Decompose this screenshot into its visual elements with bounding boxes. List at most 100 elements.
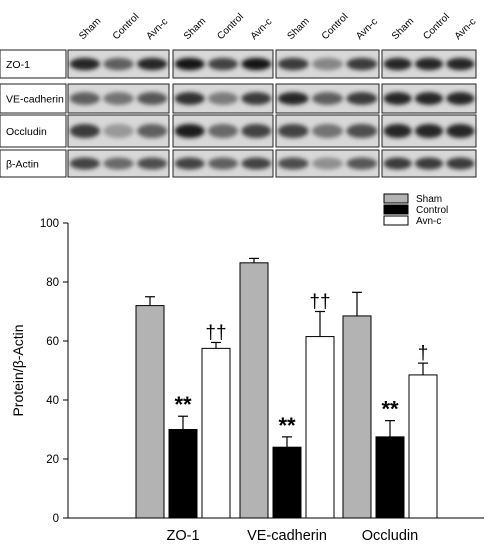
blot-panel [67,83,170,114]
blot-band [383,57,412,71]
x-category-label: VE-cadherin [247,528,327,544]
blot-panel [275,49,380,79]
blot-band [241,123,272,139]
blot-band [137,123,168,139]
significance-marker: ** [278,413,296,438]
y-tick-label: 80 [46,277,59,289]
blot-band [277,57,309,71]
y-tick-label: 100 [40,218,59,230]
blot-lane-label: Avn-c [249,16,275,42]
blot-band [312,57,343,71]
blot-band [103,157,134,170]
blot-band [208,57,238,71]
blot-band [208,157,238,170]
y-tick-label: 60 [46,336,59,348]
blot-lane-label: Sham [390,16,416,42]
blot-band [103,123,134,139]
bar-sham [239,262,269,519]
blot-band [241,57,272,71]
bar-sham [342,315,372,519]
legend-label: Control [416,205,448,216]
bar-avn-c [305,336,335,519]
blot-panel [67,149,170,178]
blot-panel [172,83,274,114]
blot-band [174,123,205,139]
bar-control [375,436,405,519]
blot-band [69,123,100,139]
blot-panel [381,114,477,148]
blot-band [312,157,343,170]
blot-panel [381,49,477,79]
blot-band [346,123,378,139]
y-tick-label: 20 [46,454,59,466]
blot-lane-label: Sham [182,16,208,42]
blot-panel [67,114,170,148]
x-category-label: Occludin [362,528,418,544]
blot-band [277,123,309,139]
blot-band [414,92,444,105]
bar-control [168,429,198,519]
blot-band [446,157,475,170]
blot-lane-label: Control [215,12,246,43]
blot-panel [381,83,477,114]
blot-band [69,157,100,170]
significance-marker: †† [309,292,330,313]
blot-lane-label: Sham [77,16,103,42]
bar-sham [135,305,165,519]
blot-panel [381,149,477,178]
blot-panel [275,83,380,114]
blot-band [383,157,412,170]
blot-lane-label: Avn-c [145,16,171,42]
blot-lane-label: Avn-c [453,16,479,42]
blot-band [312,92,343,105]
blot-band [174,92,205,105]
bar-avn-c [201,347,231,519]
blot-band [346,57,378,71]
significance-marker: ** [381,397,399,422]
blot-band [69,57,100,71]
blot-band [414,123,444,139]
blot-band [383,92,412,105]
blot-band [137,157,168,170]
y-tick-label: 40 [46,395,59,407]
blot-band [174,57,205,71]
bar-avn-c [408,374,438,519]
blot-band [277,92,309,105]
blot-row-label: ZO-1 [6,59,30,71]
blot-lane-label: Avn-c [354,16,380,42]
blot-band [446,57,475,71]
legend-label: Avn-c [416,216,441,227]
significance-marker: ** [174,392,192,417]
blot-band [241,157,272,170]
blot-band [103,92,134,105]
blot-band [414,157,444,170]
blot-panel [275,114,380,148]
blot-band [446,92,475,105]
blot-band [312,123,343,139]
blot-band [208,92,238,105]
blot-band [277,157,309,170]
blot-band [137,92,168,105]
bar-chart: 0 20 40 60 80 100 Protein/β-Actin ZO-1 ** †† VE-ca… [10,193,484,544]
blot-panel [172,149,274,178]
blot-lane-label: Control [320,12,351,43]
blot-lane-label: Sham [286,16,312,42]
blot-band [241,92,272,105]
blot-band [414,57,444,71]
blot-lane-label: Control [111,12,142,43]
blot-panel [275,149,380,178]
blot-row-label-box [0,149,67,178]
bar-control [272,446,302,519]
significance-marker: † [418,343,429,364]
blot-row-label-box [0,49,67,79]
blot-lane-label: Control [421,12,452,43]
blot-band [383,123,412,139]
blot-row-label: VE-cadherin [6,94,64,106]
legend-swatch [383,193,409,204]
legend-swatch [383,215,409,226]
blot-band [446,123,475,139]
blot-panel [172,114,274,148]
y-tick-label: 0 [53,513,59,525]
blot-band [103,57,134,71]
